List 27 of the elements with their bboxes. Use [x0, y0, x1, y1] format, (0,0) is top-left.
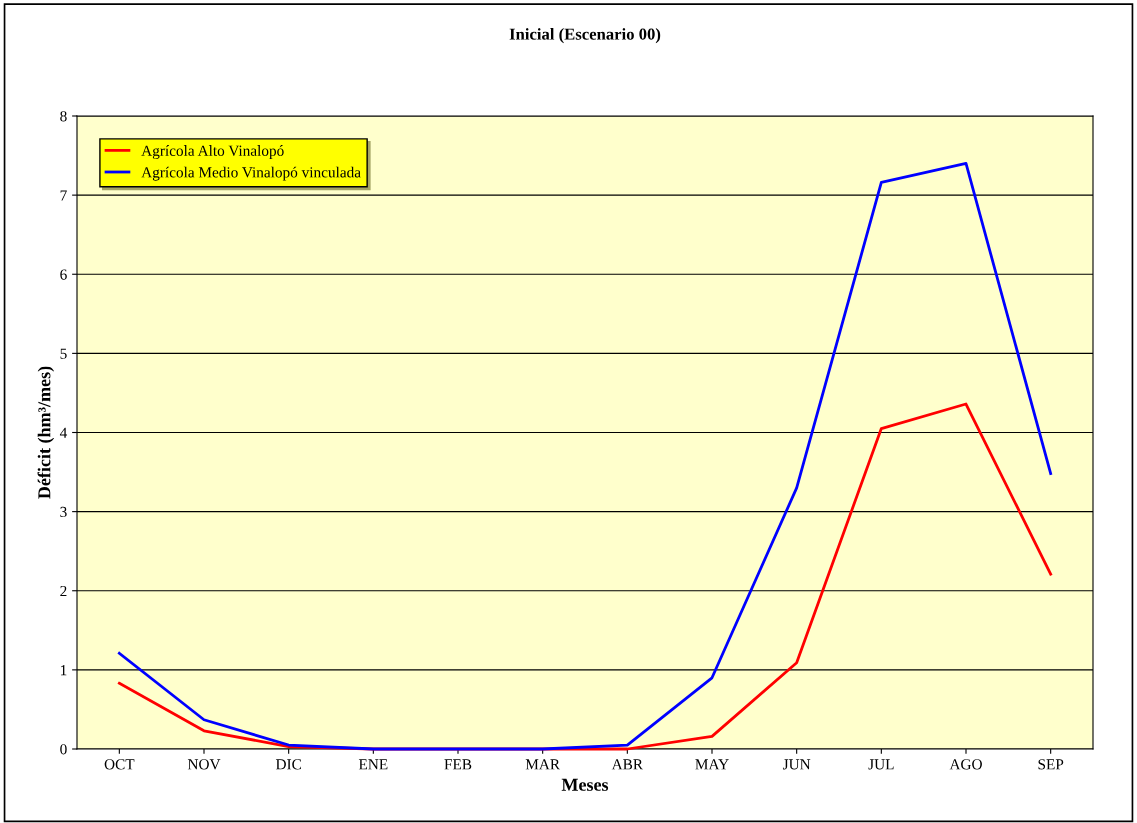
y-tick-label: 3 — [60, 506, 67, 518]
y-tick-label: 6 — [60, 269, 67, 280]
y-tick-label: 0 — [60, 744, 67, 755]
x-axis-title: Meses — [561, 778, 609, 791]
x-tick-label: FEB — [444, 759, 472, 770]
x-tick-label: MAY — [695, 759, 729, 770]
x-tick-label: ABR — [611, 759, 644, 770]
y-tick-label: 4 — [59, 427, 68, 438]
legend-label: Agrícola Medio Vinalopó vinculada — [141, 166, 361, 181]
y-tick-label: 5 — [60, 348, 67, 359]
x-tick-label: OCT — [104, 759, 135, 770]
x-tick-label: AGO — [949, 759, 982, 770]
line-series — [117, 162, 1053, 751]
legend-label: Agrícola Alto Vinalopó — [141, 145, 284, 160]
x-tick-label: ENE — [358, 759, 388, 770]
y-axis-title: Déficit (hm³/mes) — [37, 366, 55, 499]
x-tick-label: JUN — [782, 759, 811, 770]
y-tick-label: 1 — [60, 665, 67, 676]
y-tick-label: 8 — [60, 111, 67, 122]
y-tick-label: 7 — [60, 190, 67, 201]
x-tick-label: DIC — [275, 759, 301, 770]
y-tick-label: 2 — [60, 585, 67, 597]
x-tick-label: JUL — [868, 759, 894, 770]
chart-title: Inicial (Escenario 00) — [509, 28, 661, 44]
x-tick-label: SEP — [1038, 759, 1064, 770]
x-tick-label: MAR — [525, 759, 561, 770]
x-tick-label: NOV — [187, 759, 221, 770]
